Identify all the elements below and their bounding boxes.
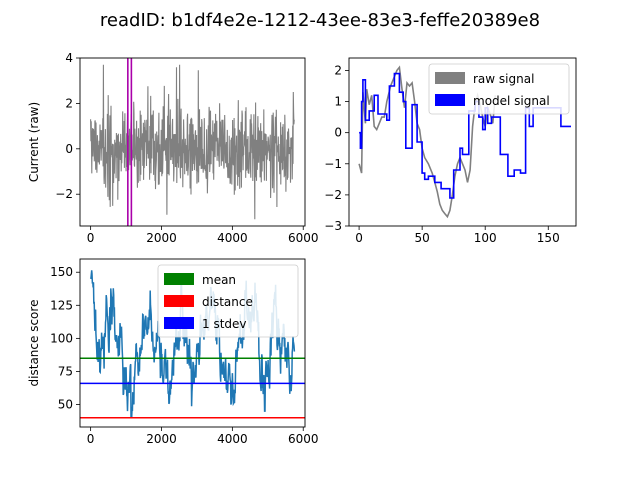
- y-tick-label: −2: [55, 187, 73, 201]
- y-tick-label: 2: [65, 96, 73, 110]
- legend-swatch: [435, 72, 465, 84]
- x-tick-label: 50: [415, 231, 430, 245]
- y-tick-label: 1: [334, 95, 342, 109]
- model-fit-chart: 0 50 100 150 −3 −2 −1 0 1 2 raw signal model signal: [324, 57, 577, 245]
- y-tick-label: −1: [324, 157, 342, 171]
- x-tick-label: 2000: [146, 231, 177, 245]
- plot-area: [90, 58, 295, 226]
- axes-frame: [79, 57, 306, 227]
- y-tick-label: 75: [58, 364, 73, 378]
- legend-label: raw signal: [473, 72, 534, 86]
- legend-label: 1 stdev: [202, 317, 247, 331]
- x-tick-label: 6000: [288, 231, 319, 245]
- legend-swatch: [164, 273, 194, 285]
- x-tick-label: 6000: [288, 432, 319, 446]
- axes-frame: [79, 258, 306, 428]
- y-tick-label: 150: [50, 265, 73, 279]
- legend-swatch: [164, 317, 194, 329]
- raw-signal-line: [358, 65, 497, 219]
- model-signal-line: [359, 72, 571, 199]
- raw-signal-line: [90, 64, 295, 220]
- raw-current-chart: 0 2000 4000 6000 −2 0 2 4 Current (raw): [27, 51, 319, 245]
- axes-frame: [348, 57, 577, 227]
- y-tick-label: −2: [324, 188, 342, 202]
- x-tick-label: 0: [87, 231, 95, 245]
- plot-area: [358, 65, 571, 219]
- x-tick-label: 150: [537, 231, 560, 245]
- x-tick-label: 4000: [217, 231, 248, 245]
- x-tick-label: 4000: [217, 432, 248, 446]
- legend-label: mean: [202, 273, 236, 287]
- legend-swatch: [164, 295, 194, 307]
- distance-score-chart: 0 2000 4000 6000 50 75 100 125 150 distance score…: [27, 258, 319, 446]
- y-tick-label: 2: [334, 63, 342, 77]
- y-tick-label: 4: [65, 51, 73, 65]
- y-tick-label: 50: [58, 398, 73, 412]
- legend-label: model signal: [473, 94, 550, 108]
- y-axis-label: Current (raw): [27, 102, 41, 182]
- figure-title: readID: b1df4e2e-1212-43ee-83e3-feffe203…: [100, 10, 540, 31]
- plot-area: [80, 270, 305, 419]
- x-tick-label: 0: [355, 231, 363, 245]
- x-tick-label: 100: [474, 231, 497, 245]
- x-tick-label: 2000: [146, 432, 177, 446]
- y-tick-label: 125: [50, 298, 73, 312]
- y-axis-label: distance score: [27, 300, 41, 387]
- y-tick-label: 100: [50, 331, 73, 345]
- y-tick-label: −3: [324, 219, 342, 233]
- y-tick-label: 0: [334, 126, 342, 140]
- legend-swatch: [435, 94, 465, 106]
- legend-label: distance: [202, 295, 253, 309]
- x-tick-label: 0: [87, 432, 95, 446]
- y-tick-label: 0: [65, 142, 73, 156]
